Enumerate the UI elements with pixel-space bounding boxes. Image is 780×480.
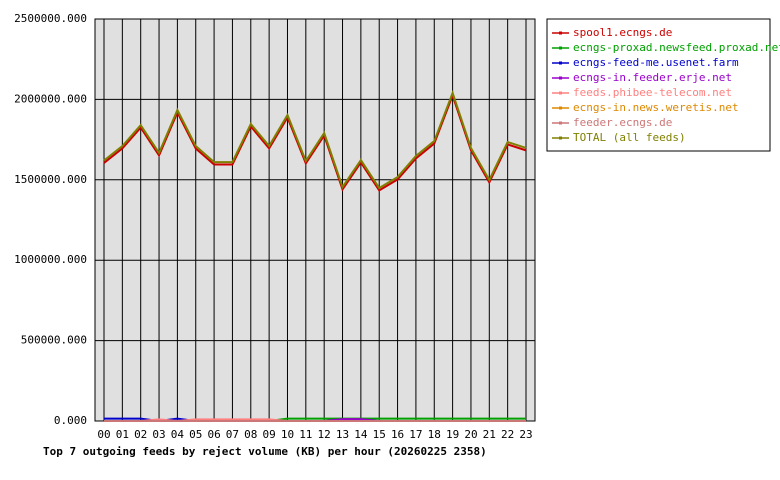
legend-marker [559, 121, 562, 125]
legend-marker [559, 106, 562, 110]
y-tick-label: 0.000 [54, 414, 87, 427]
x-tick-label: 11 [299, 428, 312, 441]
legend-label: feeder.ecngs.de [573, 116, 672, 129]
x-tick-label: 01 [116, 428, 129, 441]
x-tick-label: 06 [207, 428, 220, 441]
x-tick-label: 04 [171, 428, 185, 441]
legend-marker [559, 61, 562, 65]
legend-marker [559, 46, 562, 50]
y-tick-label: 500000.000 [21, 334, 87, 347]
x-tick-label: 18 [428, 428, 441, 441]
x-tick-label: 20 [464, 428, 477, 441]
x-tick-label: 09 [263, 428, 276, 441]
plot-area [94, 18, 536, 422]
x-tick-label: 15 [373, 428, 386, 441]
series-line [103, 89, 527, 190]
x-tick-label: 22 [501, 428, 514, 441]
x-tick-label: 05 [189, 428, 202, 441]
legend-label: spool1.ecngs.de [573, 26, 672, 39]
x-tick-label: 10 [281, 428, 294, 441]
y-tick-label: 2000000.000 [14, 92, 87, 105]
y-tick-label: 1000000.000 [14, 253, 87, 266]
legend-label: TOTAL (all feeds) [573, 131, 686, 144]
legend: spool1.ecngs.de ecngs-proxad.newsfeed.pro… [546, 18, 780, 152]
legend-label: ecngs-in.news.weretis.net [573, 101, 739, 114]
legend-marker [559, 91, 562, 95]
y-tick-label: 2500000.000 [14, 12, 87, 25]
x-tick-label: 19 [446, 428, 459, 441]
x-tick-label: 02 [134, 428, 147, 441]
x-tick-label: 16 [391, 428, 404, 441]
x-tick-label: 07 [226, 428, 239, 441]
x-tick-label: 17 [409, 428, 422, 441]
legend-marker [559, 76, 562, 80]
chart-title: Top 7 outgoing feeds by reject volume (K… [43, 445, 487, 458]
legend-marker [559, 136, 562, 140]
x-tick-label: 03 [152, 428, 165, 441]
x-tick-label: 23 [519, 428, 532, 441]
legend-box [546, 18, 771, 152]
x-tick-label: 13 [336, 428, 349, 441]
legend-label: feeds.phibee-telecom.net [573, 86, 732, 99]
legend-marker [559, 31, 562, 35]
legend-label: ecngs-in.feeder.erje.net [573, 71, 732, 84]
x-tick-label: 14 [354, 428, 368, 441]
y-tick-label: 1500000.000 [14, 173, 87, 186]
legend-label: ecngs-proxad.newsfeed.proxad.net [573, 41, 780, 54]
plot: 00 01 02 03 04 05 06 07 08 09 10 11 12 13 14 15 16 17 18 19… [14, 12, 536, 441]
x-tick-label: 21 [483, 428, 496, 441]
x-tick-label: 00 [97, 428, 110, 441]
x-tick-label: 08 [244, 428, 257, 441]
x-tick-label: 12 [318, 428, 331, 441]
legend-label: ecngs-feed-me.usenet.farm [573, 56, 739, 69]
